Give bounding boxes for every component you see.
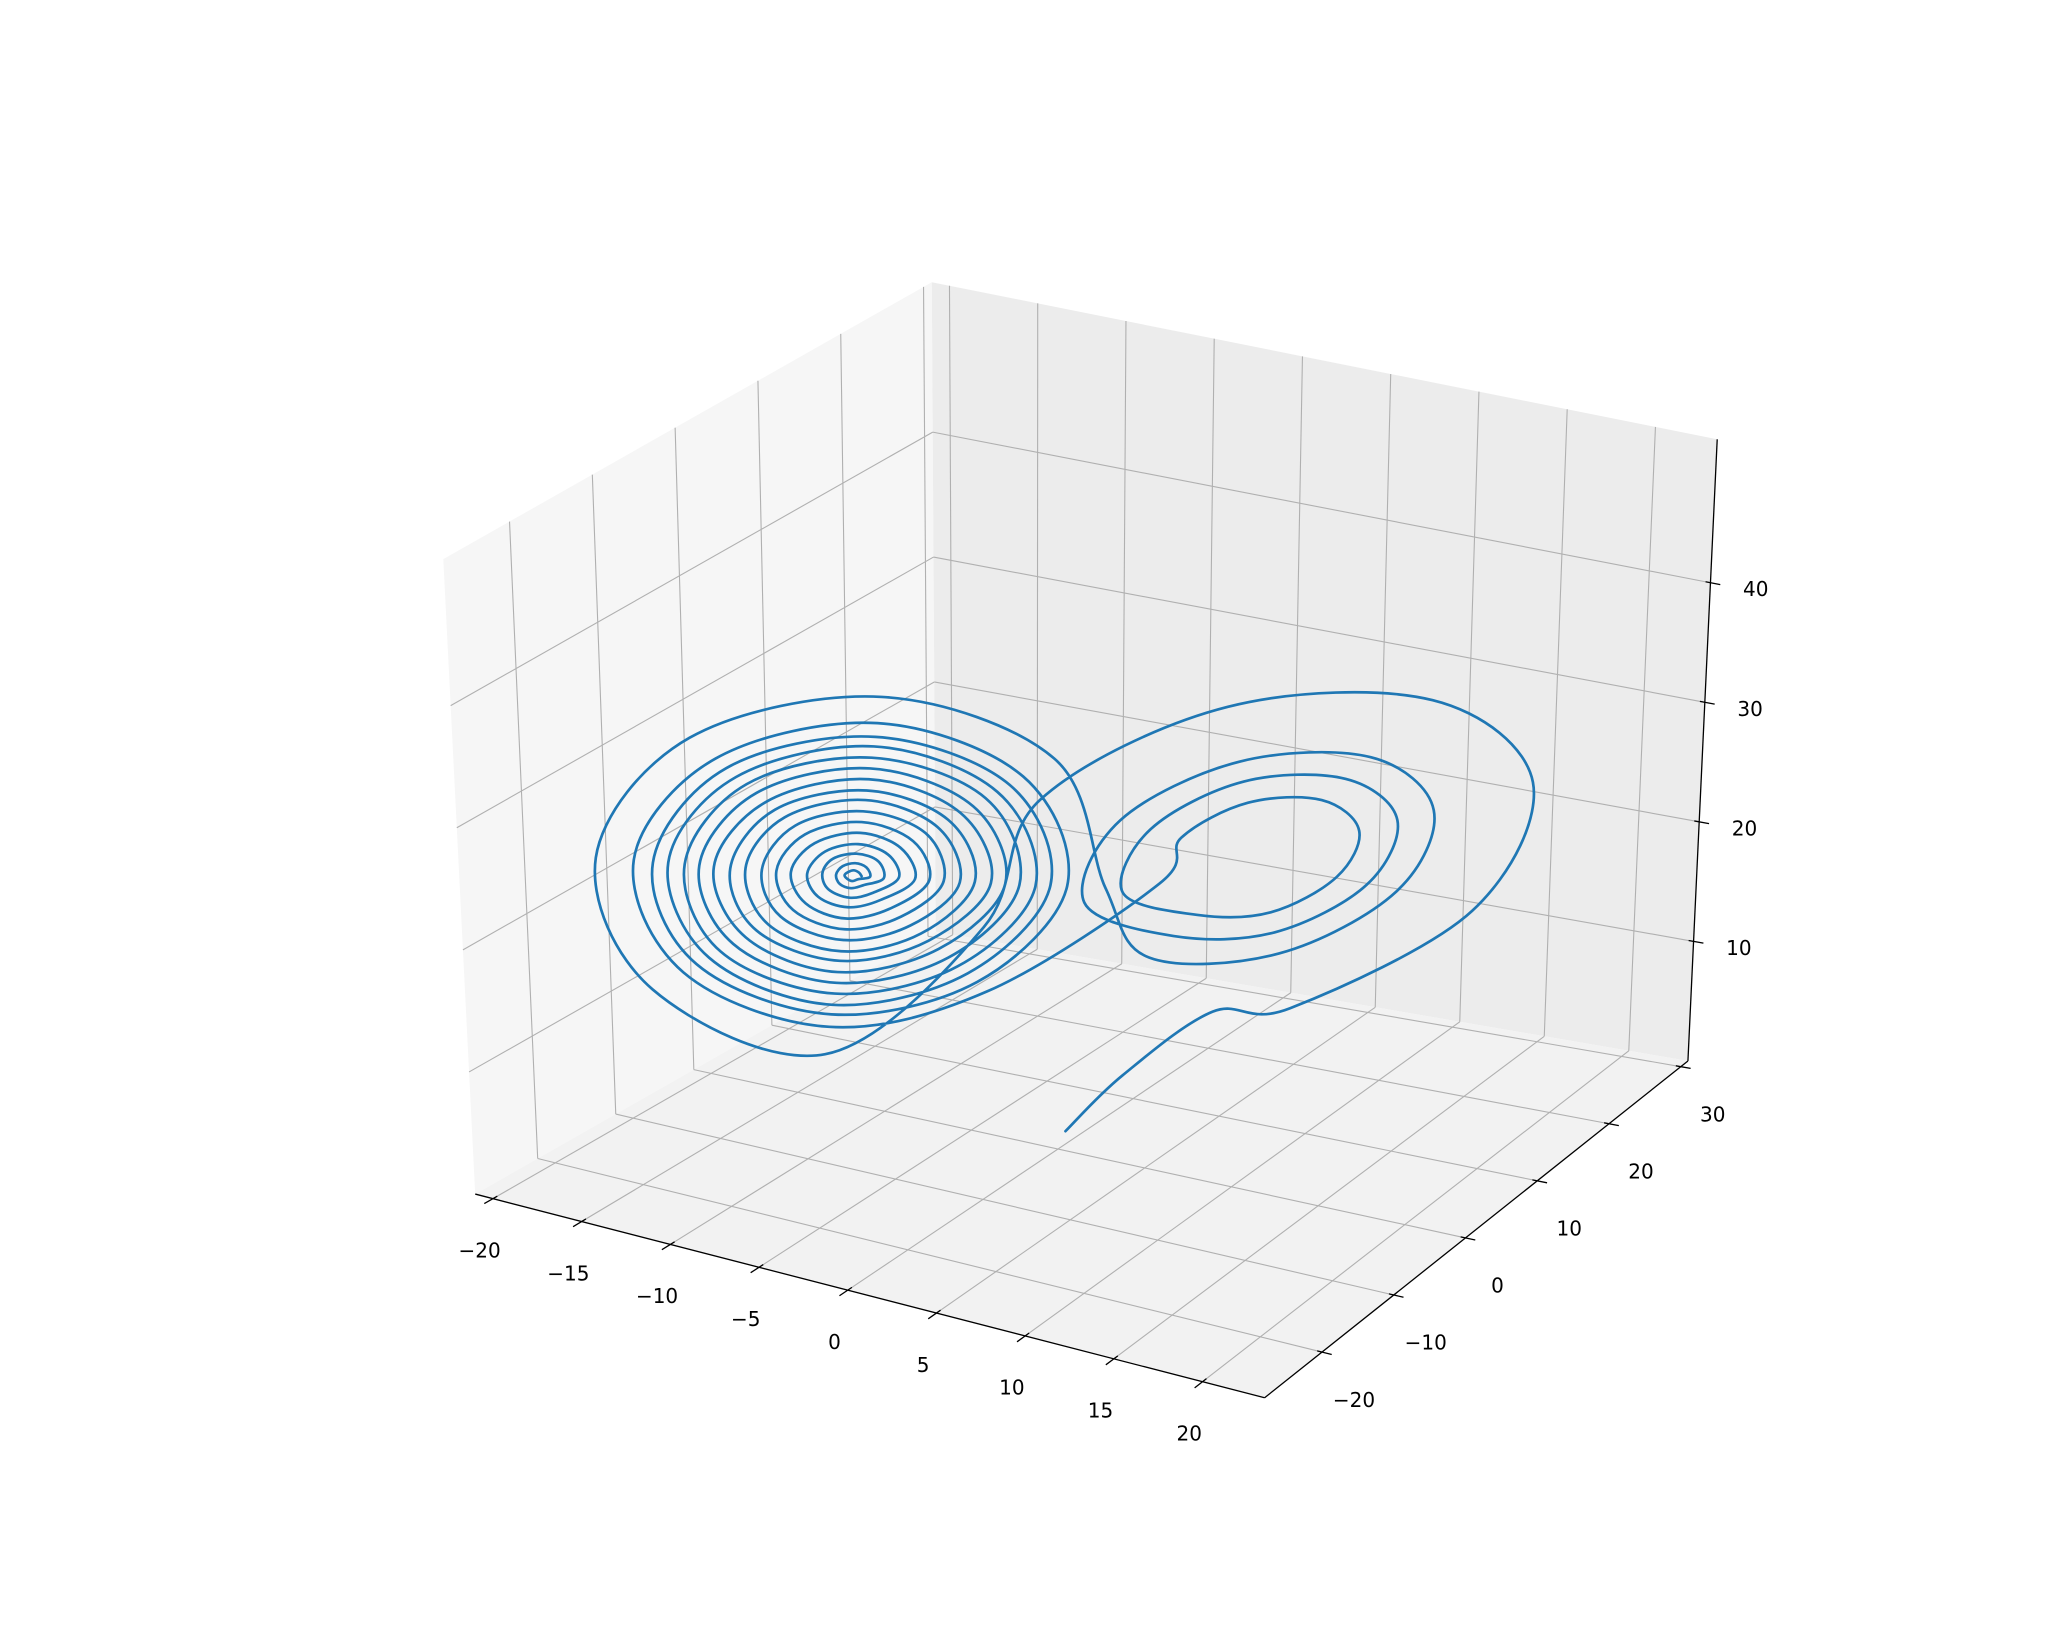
- grid-line: [670, 963, 1123, 1245]
- tick-mark: [1532, 1179, 1548, 1184]
- tick-label: 5: [917, 1353, 930, 1377]
- grid-line: [591, 474, 617, 1115]
- tick-mark: [1688, 939, 1704, 944]
- z-axis-line: [1687, 439, 1718, 1061]
- grid-line: [1628, 426, 1656, 1051]
- tick-mark: [1603, 1122, 1619, 1127]
- tick-label: 40: [1743, 577, 1768, 601]
- grid-line: [847, 992, 1292, 1291]
- tick-label: 20: [1732, 816, 1757, 840]
- tick-mark: [1699, 700, 1715, 705]
- grid-line: [693, 1069, 1466, 1239]
- tick-label: 20: [1176, 1421, 1201, 1445]
- tick-mark: [1194, 1378, 1207, 1389]
- grid-line: [492, 934, 953, 1200]
- tick-mark: [750, 1264, 764, 1274]
- tick-mark: [839, 1286, 853, 1297]
- grid-line: [758, 977, 1207, 1268]
- tick-label: 10: [1726, 936, 1751, 960]
- tick-label: 30: [1737, 697, 1762, 721]
- grid-line: [1290, 356, 1304, 993]
- grid-line: [450, 431, 934, 707]
- grid-line: [849, 980, 1610, 1125]
- tick-mark: [572, 1218, 587, 1228]
- tick-mark: [1694, 820, 1710, 825]
- tick-mark: [1105, 1355, 1119, 1366]
- tick-labels: −20 −15 −10 −5 0 5 10 15 20 −20 −10 0 10 20 30 10 20 30 40: [459, 577, 1769, 1445]
- tick-mark: [1016, 1332, 1030, 1343]
- tick-mark: [927, 1309, 941, 1320]
- plot-area: [593, 690, 1536, 1133]
- tick-label: −20: [459, 1238, 501, 1262]
- tick-label: 20: [1628, 1159, 1653, 1183]
- grid-line: [1459, 391, 1480, 1022]
- trajectory-line: [593, 690, 1536, 1133]
- grid-line: [1374, 373, 1392, 1008]
- tick-label: −15: [547, 1261, 589, 1285]
- tick-mark: [1460, 1236, 1476, 1241]
- y-axis-line: [1264, 1060, 1689, 1399]
- tick-label: −10: [636, 1284, 678, 1308]
- grid-line: [1202, 1050, 1630, 1383]
- grid-line: [1205, 338, 1215, 979]
- axes: [475, 439, 1721, 1399]
- tick-mark: [483, 1195, 498, 1205]
- grid-line: [581, 948, 1038, 1222]
- grid-line: [948, 285, 954, 935]
- tick-label: 0: [1491, 1274, 1504, 1298]
- tick-mark: [1705, 581, 1721, 586]
- grid-line: [468, 806, 936, 1073]
- grid-line: [537, 1157, 1323, 1353]
- tick-mark: [1317, 1350, 1332, 1356]
- tick-label: −20: [1333, 1388, 1375, 1412]
- tick-mark: [1388, 1293, 1404, 1298]
- grid-line: [462, 681, 935, 951]
- grid-line: [936, 1006, 1376, 1314]
- grid-line: [615, 1113, 1394, 1296]
- tick-label: −5: [731, 1307, 760, 1331]
- grid-line: [1113, 1035, 1545, 1360]
- tick-label: 0: [828, 1330, 841, 1354]
- tick-mark: [1675, 1065, 1691, 1070]
- pane-back: [931, 282, 1718, 1061]
- tick-label: 10: [999, 1376, 1024, 1400]
- grid-line: [508, 521, 539, 1159]
- grid-line: [933, 556, 1705, 703]
- x-axis-line: [475, 1193, 1265, 1399]
- grid-line: [932, 431, 1711, 584]
- grid-line: [757, 380, 773, 1026]
- grid-line: [922, 286, 929, 937]
- tick-mark: [661, 1241, 675, 1251]
- tick-label: 30: [1700, 1102, 1725, 1126]
- pane-floor: [475, 931, 1688, 1398]
- grid-line: [674, 427, 695, 1070]
- grid-line: [1121, 321, 1127, 964]
- grid-line: [771, 1024, 1538, 1182]
- tick-label: 15: [1088, 1399, 1113, 1423]
- grid-line: [1543, 409, 1568, 1037]
- tick-label: −10: [1405, 1331, 1447, 1355]
- grid-line: [456, 556, 934, 829]
- tick-label: 10: [1556, 1217, 1581, 1241]
- grid-line: [1024, 1021, 1461, 1337]
